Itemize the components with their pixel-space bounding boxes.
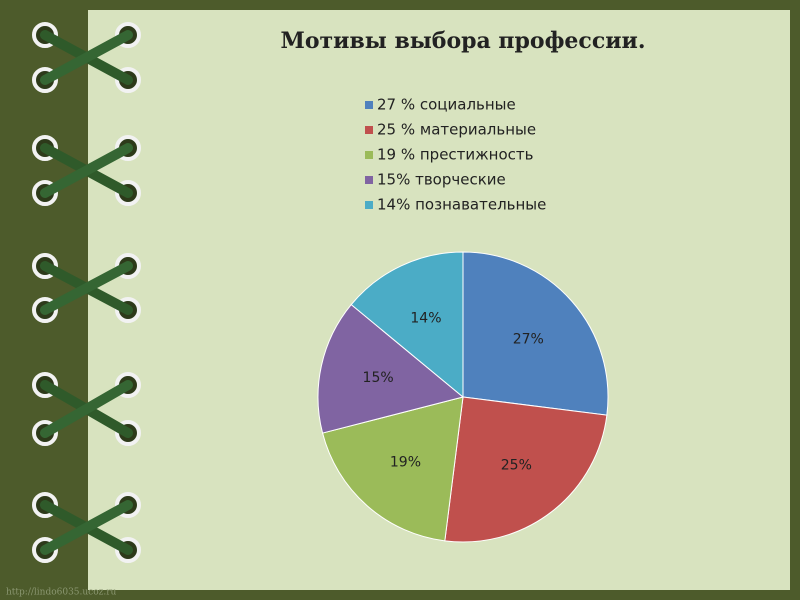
pie-slice [350,251,464,399]
pie-slice [317,303,465,434]
lace [40,380,133,438]
binding [32,22,141,563]
legend-label: 14% познавательные [377,196,546,214]
legend-label: 27 % социальные [377,96,516,114]
pie-slice [321,396,464,542]
data-label: 14% [410,310,441,326]
pie-slice [444,396,608,543]
legend-label: 19 % престижность [377,146,534,164]
lace [40,261,133,315]
lace [40,30,133,85]
legend-label: 15% творческие [377,171,506,189]
legend-swatch [365,201,373,209]
chart-title: Мотивы выбора профессии. [280,28,645,54]
legend-label: 25 % материальные [377,121,536,139]
source-url: http://lindo6035.ucoz.ru [6,588,117,598]
legend-swatch [365,176,373,184]
legend-swatch [365,151,373,159]
pie-slice [462,251,609,416]
data-label: 19% [390,454,421,470]
legend-swatch [365,126,373,134]
lace [40,500,133,555]
data-label: 15% [363,370,394,386]
lace [40,143,133,198]
legend-swatch [365,101,373,109]
data-label: 27% [513,331,544,347]
data-label: 25% [501,458,532,474]
